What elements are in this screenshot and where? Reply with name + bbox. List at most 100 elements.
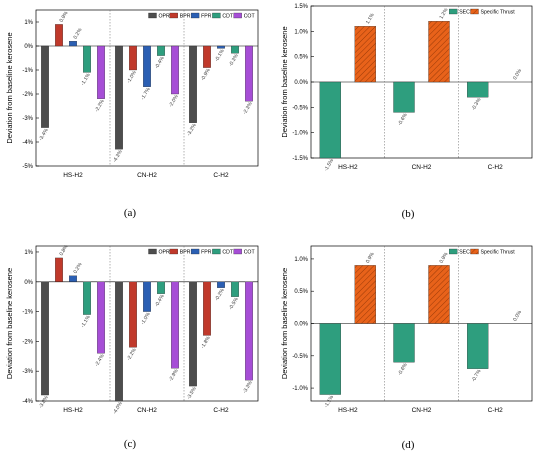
legend-swatch [190,248,200,255]
panel-caption: (d) [402,439,415,451]
legend-label: CDT [222,250,233,256]
legend-label: Specific Thrust [481,10,516,16]
data-label: 0.2% [73,261,84,274]
legend-label: SEC [459,250,470,256]
legend-swatch [449,8,458,15]
y-tick-label: -0.5% [292,354,308,360]
legend-label: FPR [201,250,212,256]
data-label: 1.2% [439,7,450,20]
chart-panel-3: -4% -3% -2% -1% 0% 1% Deviation from baseline … [5,244,259,450]
bar-cot [97,281,105,354]
legend-label: SEC [459,10,470,16]
legend-swatch [148,12,157,19]
category-label: C-H2 [488,164,504,171]
category-label: HS-H2 [63,407,83,414]
bar-fpr [143,45,151,87]
category-label: C-H2 [488,407,504,414]
bar-cot [97,45,105,99]
data-label: -1.7% [140,86,152,101]
data-label: -1.0% [140,311,152,326]
data-label: 0.9% [59,10,70,23]
data-label: -2.3% [242,101,254,116]
data-label: -0.5% [228,296,240,311]
panel-caption: (b) [402,208,415,220]
bar-cdt [231,45,239,54]
y-tick-label: -5% [22,164,33,170]
data-label: -0.7% [471,368,483,383]
bar-cdt [231,281,239,297]
legend-swatch [169,248,178,255]
y-tick-label: -1.0% [292,131,308,137]
legend-swatch [233,248,242,255]
panel-caption: (a) [124,207,137,219]
y-tick-label: 0% [24,44,33,50]
data-label: -2.2% [94,98,106,113]
y-axis-label: Deviation from baseline kerosene [5,268,14,379]
bar-bpr [129,45,137,71]
legend-label: BPR [180,14,191,20]
data-label: -0.1% [214,48,226,63]
y-tick-label: 0.0% [294,322,308,328]
bar-bpr [55,24,63,47]
legend-label: FPR [201,14,212,20]
y-tick-label: 0.5% [294,55,308,61]
panel-caption: (c) [124,438,137,450]
data-label: -3.2% [186,122,198,137]
y-tick-label: -0.5% [292,105,308,111]
data-label: -1.8% [200,335,212,350]
legend: COT CDT FPR BPR OPR [148,248,255,256]
data-label: 0.9% [365,251,376,264]
data-label: -3.4% [38,127,50,142]
legend-swatch [470,8,479,15]
bar-bpr [203,45,211,68]
y-axis-label: Deviation from baseline kerosene [280,26,289,137]
y-tick-label: -1.0% [292,386,308,392]
bar-cdt [157,281,165,294]
y-tick-label: 1.5% [294,4,308,10]
y-tick-label: -3% [22,369,33,375]
chart-panel-2: -1.5% -1.0% -0.5% 0.0% 0.5% 1.0% 1.5% Deviation… [280,4,533,220]
data-label: -4.3% [112,149,124,164]
bar-cot [171,281,179,369]
bar-cdt [83,281,91,315]
data-label: 0.2% [73,27,84,40]
data-label: -0.4% [154,293,166,308]
y-tick-label: 1% [24,250,33,256]
y-tick-label: -4% [22,140,33,146]
data-label: -3.8% [38,395,50,410]
data-label: -1.5% [323,158,335,173]
chart-panel-4: -1.0% -0.5% 0.0% 0.5% 1.0% Deviation from bas… [280,245,533,451]
legend-swatch [212,12,221,19]
legend-label: CDT [222,14,233,20]
data-label: -0.2% [214,287,226,302]
data-label: -2.9% [168,368,180,383]
category-label: CN-H2 [412,407,432,414]
y-axis-label: Deviation from baseline kerosene [5,32,14,143]
bar-sec [393,81,415,113]
data-label: 0.8% [59,244,70,257]
y-axis-label: Deviation from baseline kerosene [280,268,289,379]
data-label: -3.5% [186,386,198,401]
y-tick-label: 1% [24,20,33,26]
y-tick-label: -2% [22,339,33,345]
category-label: HS-H2 [63,172,83,179]
legend-label: COT [244,14,256,20]
data-label: 0.9% [439,251,450,264]
data-label: -0.6% [397,112,409,127]
legend-swatch [470,248,479,255]
data-label: -0.4% [154,55,166,70]
bar-specific-thrust [354,26,376,83]
bar-bpr [55,257,63,282]
data-label: 1.1% [365,12,376,25]
bar-opr [115,45,123,150]
bar-cdt [157,45,165,56]
data-label: -1.0% [126,70,138,85]
legend-swatch [148,248,157,255]
legend-swatch [169,12,178,19]
data-label: 0.0% [512,309,523,322]
y-tick-label: 1.0% [294,257,308,263]
y-tick-label: 0.0% [294,80,308,86]
bar-sec [319,81,341,159]
data-label: -0.3% [228,53,240,68]
